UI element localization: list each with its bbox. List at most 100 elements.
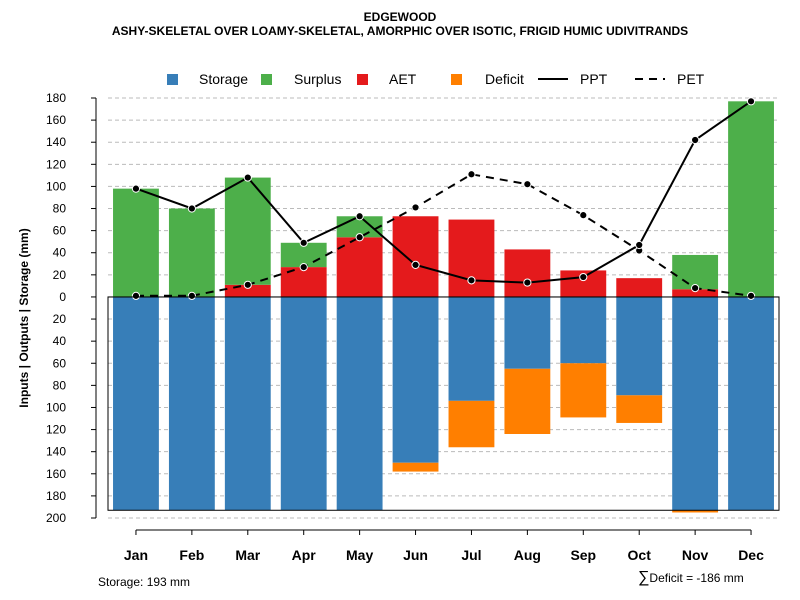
- series-lines: [131, 97, 756, 300]
- deficit-bar: [616, 395, 663, 423]
- storage-bar: [168, 296, 215, 511]
- storage-bar: [392, 296, 439, 463]
- y-tick-label: 20: [53, 312, 67, 326]
- storage-bar: [728, 296, 774, 511]
- deficit-bar: [560, 363, 607, 418]
- y-tick-label: 120: [46, 157, 66, 171]
- storage-bar: [448, 296, 495, 401]
- legend-label-aet: AET: [389, 71, 417, 87]
- ppt-point: [355, 212, 364, 221]
- axes: 1801601401201008060402002040608010012014…: [17, 91, 780, 563]
- x-tick-label: Jun: [403, 547, 428, 563]
- aet-bar: [672, 289, 719, 297]
- y-tick-label: 80: [53, 202, 67, 216]
- legend-label-surplus: Surplus: [294, 71, 341, 87]
- legend-swatch-storage: [167, 74, 178, 85]
- ppt-point: [131, 184, 141, 193]
- deficit-note-text: Deficit = -186 mm: [649, 571, 744, 585]
- y-tick-label: 180: [46, 91, 66, 105]
- storage-bar: [280, 296, 327, 511]
- legend: Storage Surplus AET Deficit PPT PET: [167, 71, 705, 87]
- aet-bar: [392, 216, 439, 297]
- surplus-bar: [672, 254, 719, 290]
- y-tick-label: 40: [53, 334, 67, 348]
- pet-line: [136, 173, 752, 297]
- pet-point: [746, 291, 756, 300]
- ppt-point: [187, 204, 196, 213]
- y-tick-label: 20: [53, 268, 67, 282]
- chart-subtitle: ASHY-SKELETAL OVER LOAMY-SKELETAL, AMORP…: [111, 24, 689, 38]
- y-tick-label: 80: [53, 378, 67, 392]
- deficit-bar: [448, 400, 495, 448]
- chart-title: EDGEWOOD: [363, 10, 437, 24]
- storage-bar: [224, 296, 271, 511]
- surplus-bar: [224, 177, 271, 285]
- ppt-point: [579, 272, 588, 282]
- y-tick-label: 140: [46, 445, 66, 459]
- storage-bar: [113, 296, 159, 511]
- x-tick-label: Apr: [292, 547, 317, 563]
- aet-bar: [616, 278, 663, 297]
- y-tick-label: 160: [46, 467, 66, 481]
- aet-bar: [336, 237, 383, 297]
- pet-point: [243, 280, 252, 289]
- legend-swatch-surplus: [261, 74, 272, 85]
- legend-swatch-deficit: [451, 74, 462, 85]
- pet-point: [467, 170, 476, 179]
- x-tick-label: Aug: [514, 547, 541, 563]
- y-tick-label: 100: [46, 400, 66, 414]
- deficit-bar: [504, 368, 551, 434]
- pet-point: [411, 203, 420, 212]
- pet-point: [523, 180, 532, 189]
- y-tick-label: 40: [53, 246, 67, 260]
- storage-bar: [504, 296, 551, 369]
- pet-point: [131, 291, 141, 300]
- y-tick-label: 100: [46, 179, 66, 193]
- x-tick-label: May: [346, 547, 373, 563]
- aet-bar: [504, 249, 551, 297]
- legend-label-pet: PET: [677, 71, 705, 87]
- x-tick-label: Oct: [628, 547, 652, 563]
- ppt-point: [467, 276, 476, 285]
- storage-bar: [616, 296, 663, 396]
- legend-label-deficit: Deficit: [485, 71, 524, 87]
- sum-symbol: ∑: [638, 569, 650, 586]
- y-tick-label: 140: [46, 135, 66, 149]
- deficit-bar: [392, 462, 439, 472]
- y-tick-label: 60: [53, 356, 67, 370]
- legend-label-storage: Storage: [199, 71, 248, 87]
- deficit-note: ∑Deficit = -186 mm: [638, 569, 744, 587]
- x-tick-label: Feb: [179, 547, 204, 563]
- x-tick-label: Nov: [682, 547, 709, 563]
- y-axis-title: Inputs | Outputs | Storage (mm): [17, 228, 31, 407]
- pet-point: [355, 233, 364, 242]
- surplus-bar: [168, 208, 215, 297]
- pet-point: [579, 211, 588, 220]
- ppt-point: [523, 278, 532, 287]
- y-tick-label: 160: [46, 113, 66, 127]
- x-tick-label: Mar: [235, 547, 260, 563]
- y-tick-label: 200: [46, 511, 66, 525]
- ppt-line: [135, 100, 752, 284]
- storage-bar: [336, 296, 383, 511]
- x-tick-label: Dec: [738, 547, 764, 563]
- x-tick-label: Jul: [461, 547, 481, 563]
- ppt-point: [299, 238, 308, 247]
- x-tick-label: Sep: [570, 547, 596, 563]
- y-tick-label: 120: [46, 423, 66, 437]
- pet-point: [691, 284, 700, 293]
- surplus-bar: [113, 188, 159, 297]
- storage-note: Storage: 193 mm: [98, 575, 191, 589]
- x-tick-label: Jan: [124, 547, 148, 563]
- storage-bar: [672, 296, 719, 511]
- deficit-bar: [672, 510, 719, 513]
- legend-swatch-aet: [357, 74, 368, 85]
- bars: [113, 101, 774, 513]
- surplus-bar: [728, 101, 774, 297]
- ppt-point: [411, 260, 420, 269]
- y-tick-label: 180: [46, 489, 66, 503]
- pet-point: [299, 263, 308, 272]
- aet-bar: [448, 219, 495, 297]
- ppt-point: [746, 97, 756, 106]
